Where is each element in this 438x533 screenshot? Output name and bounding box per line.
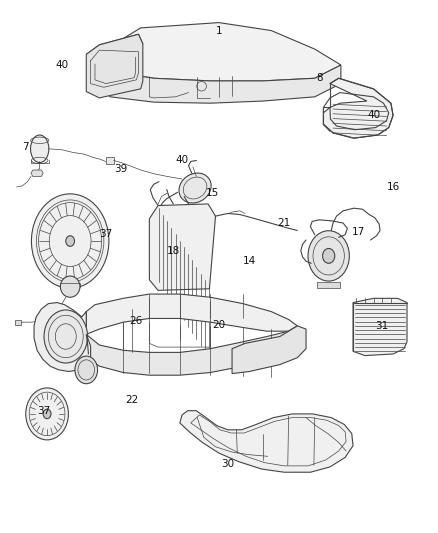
Text: 22: 22 [125, 395, 138, 405]
Polygon shape [86, 34, 143, 98]
Polygon shape [82, 294, 297, 334]
Ellipse shape [66, 236, 74, 246]
Polygon shape [86, 312, 297, 375]
Ellipse shape [308, 231, 350, 281]
Text: 8: 8 [316, 73, 322, 83]
Text: 21: 21 [278, 218, 291, 228]
Ellipse shape [44, 310, 88, 363]
Ellipse shape [31, 135, 49, 163]
Text: 30: 30 [221, 459, 234, 469]
Ellipse shape [60, 276, 80, 297]
Ellipse shape [75, 356, 98, 384]
Ellipse shape [32, 194, 109, 288]
Polygon shape [34, 303, 91, 372]
Polygon shape [97, 54, 341, 103]
Polygon shape [97, 22, 341, 81]
Text: 40: 40 [56, 60, 69, 70]
Text: 40: 40 [367, 110, 380, 120]
Text: 39: 39 [114, 165, 128, 174]
Text: 26: 26 [130, 316, 143, 326]
Text: 17: 17 [352, 227, 365, 237]
Text: 20: 20 [212, 320, 226, 330]
Polygon shape [323, 78, 393, 138]
Polygon shape [353, 298, 407, 356]
Polygon shape [106, 157, 114, 164]
Text: 40: 40 [176, 156, 189, 165]
Text: 18: 18 [167, 246, 180, 256]
Ellipse shape [26, 388, 68, 440]
Text: 14: 14 [243, 256, 256, 266]
Polygon shape [149, 204, 215, 290]
Polygon shape [31, 170, 43, 176]
Text: 37: 37 [99, 229, 113, 239]
Text: 16: 16 [386, 182, 400, 192]
Polygon shape [318, 282, 340, 288]
Ellipse shape [43, 409, 51, 419]
Polygon shape [180, 411, 353, 472]
Ellipse shape [322, 248, 335, 263]
Text: 37: 37 [37, 406, 51, 416]
Polygon shape [232, 326, 306, 374]
Text: 31: 31 [375, 321, 389, 331]
Ellipse shape [179, 173, 211, 203]
Text: 7: 7 [22, 142, 28, 152]
Text: 15: 15 [206, 188, 219, 198]
Polygon shape [86, 34, 143, 61]
Text: 1: 1 [215, 26, 223, 36]
Polygon shape [15, 319, 21, 325]
